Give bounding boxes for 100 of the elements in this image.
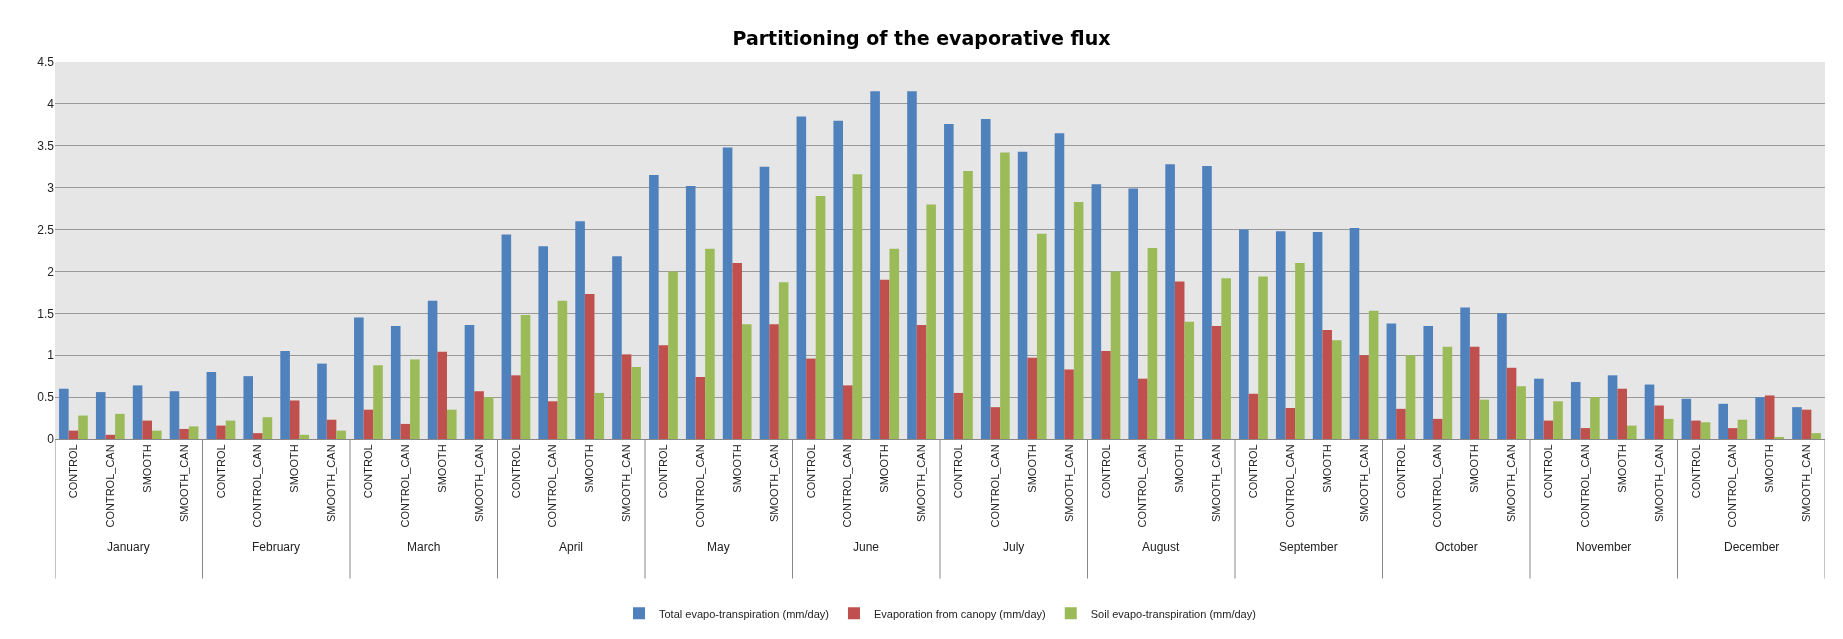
bar xyxy=(410,359,420,439)
bar xyxy=(1239,229,1249,439)
bar xyxy=(142,420,152,439)
bar xyxy=(1174,281,1185,439)
x-tick-label: SMOOTH xyxy=(435,444,448,493)
bar xyxy=(815,196,826,439)
bar xyxy=(1248,393,1259,439)
x-tick-label: CONTROL xyxy=(1099,444,1112,499)
x-tick-label: SMOOTH_CAN xyxy=(472,444,485,523)
x-tick-label: CONTROL_CAN xyxy=(251,444,264,528)
text: March xyxy=(407,540,441,554)
bar xyxy=(363,409,374,439)
bar xyxy=(1469,346,1480,439)
x-tick-label: SMOOTH xyxy=(1173,444,1186,493)
bar xyxy=(1275,231,1286,439)
bar xyxy=(889,248,900,439)
bar xyxy=(1626,425,1637,439)
bar xyxy=(1460,307,1470,439)
bar xyxy=(1258,276,1268,439)
bar xyxy=(944,124,954,439)
chart-title: Partitioning of the evaporative flux xyxy=(732,27,1111,50)
x-tick-label: CONTROL xyxy=(67,444,80,499)
bar xyxy=(1322,330,1332,439)
bar xyxy=(262,417,273,439)
text: October xyxy=(1435,540,1478,554)
bar xyxy=(1728,428,1738,439)
x-tick-label: SMOOTH_CAN xyxy=(767,444,780,523)
bar xyxy=(980,118,991,439)
bar xyxy=(1295,263,1305,439)
bar xyxy=(151,430,162,439)
bar xyxy=(685,185,696,439)
bar xyxy=(1221,278,1231,439)
bar xyxy=(1506,367,1517,439)
bar xyxy=(1386,323,1397,439)
x-tick-label: SMOOTH xyxy=(288,444,301,493)
x-tick-label: SMOOTH_CAN xyxy=(1652,444,1665,523)
bar xyxy=(705,248,715,439)
bar xyxy=(1091,184,1102,439)
y-tick-label: 1.5 xyxy=(37,306,55,321)
bar xyxy=(538,246,549,439)
bar xyxy=(879,279,890,439)
x-tick-label: SMOOTH xyxy=(878,444,891,493)
bar xyxy=(511,375,521,439)
text: June xyxy=(853,540,880,554)
x-tick-label: CONTROL_CAN xyxy=(546,444,559,528)
bar xyxy=(1405,355,1416,439)
x-tick-label: SMOOTH_CAN xyxy=(325,444,338,523)
y-tick-label: 0 xyxy=(47,432,55,447)
bar xyxy=(833,120,844,439)
bar xyxy=(1654,405,1664,439)
bar xyxy=(427,300,438,439)
bar xyxy=(594,392,605,439)
x-tick-label: CONTROL_CAN xyxy=(1726,444,1739,528)
bar xyxy=(132,385,143,439)
x-tick-label: SMOOTH_CAN xyxy=(1210,444,1223,523)
bar xyxy=(1000,152,1010,439)
bar xyxy=(870,91,880,439)
bar xyxy=(1792,407,1802,439)
legend-label: Soil evapo-transpiration (mm/day) xyxy=(1090,607,1256,620)
bar xyxy=(317,363,327,439)
bar xyxy=(1479,399,1490,439)
x-tick-label: CONTROL_CAN xyxy=(841,444,854,528)
y-tick-label: 1 xyxy=(47,348,55,363)
x-tick-label: CONTROL xyxy=(509,444,522,499)
x-tick-label: CONTROL_CAN xyxy=(1136,444,1149,528)
x-tick-label: CONTROL xyxy=(1394,444,1407,499)
bar xyxy=(695,377,706,439)
bar xyxy=(115,413,125,439)
x-tick-label: SMOOTH_CAN xyxy=(620,444,633,523)
legend-label: Total evapo-transpiration (mm/day) xyxy=(659,607,829,620)
x-tick-label: SMOOTH_CAN xyxy=(1357,444,1370,523)
bar xyxy=(520,315,531,439)
text: September xyxy=(1279,540,1338,554)
bar xyxy=(1138,378,1148,439)
bar xyxy=(575,221,585,439)
bar xyxy=(1423,325,1434,439)
bar xyxy=(1516,386,1526,439)
bar xyxy=(474,391,484,439)
bar xyxy=(732,263,742,439)
bar xyxy=(1073,201,1084,439)
bar xyxy=(400,423,411,439)
bar xyxy=(188,426,199,439)
bar xyxy=(658,345,669,439)
bar xyxy=(1737,419,1748,439)
bar xyxy=(953,392,964,439)
bar xyxy=(1285,408,1296,439)
bar xyxy=(354,317,364,439)
bar xyxy=(1211,325,1222,439)
bar xyxy=(1368,310,1379,439)
x-tick-label: SMOOTH_CAN xyxy=(1505,444,1518,523)
x-tick-label: SMOOTH_CAN xyxy=(1800,444,1813,523)
bar xyxy=(1054,133,1065,439)
bar xyxy=(326,419,337,439)
bar xyxy=(243,376,254,439)
bar xyxy=(390,325,401,439)
bar xyxy=(1570,382,1581,439)
bar xyxy=(769,324,779,439)
x-tick-label: CONTROL xyxy=(657,444,670,499)
bar xyxy=(1607,375,1618,439)
bar xyxy=(1681,398,1692,439)
